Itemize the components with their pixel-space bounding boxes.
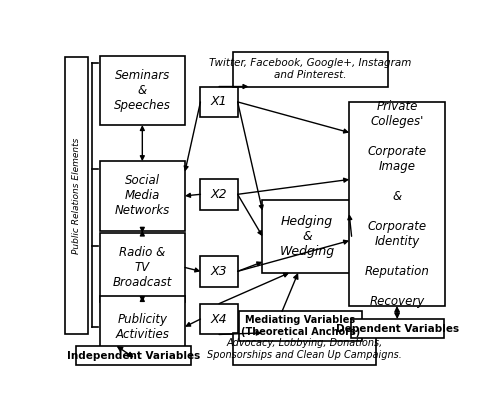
Bar	[200, 86, 237, 117]
Text: Twitter, Facebook, Google+, Instagram
and Pinterest.: Twitter, Facebook, Google+, Instagram an…	[210, 58, 412, 80]
Bar	[100, 296, 185, 358]
Bar	[100, 56, 185, 125]
Text: Radio &
TV
Broadcast: Radio & TV Broadcast	[112, 246, 172, 289]
Bar	[200, 256, 237, 287]
Bar	[200, 304, 237, 335]
Bar	[351, 319, 444, 338]
Text: Dependent Variables: Dependent Variables	[336, 324, 459, 334]
Text: X3: X3	[210, 265, 228, 278]
Bar	[233, 52, 388, 86]
Bar	[100, 161, 185, 230]
Bar	[349, 102, 444, 306]
Text: Public Relations Elements: Public Relations Elements	[72, 138, 81, 254]
Text: Seminars
&
Speeches: Seminars & Speeches	[114, 69, 171, 112]
Bar	[200, 179, 237, 210]
Text: Independent Variables: Independent Variables	[67, 351, 200, 361]
Text: Private
Colleges'

Corporate
Image

&

Corporate
Identity

Reputation

Recovery: Private Colleges' Corporate Image & Corp…	[364, 100, 430, 308]
Text: Publicity
Activities: Publicity Activities	[116, 313, 170, 341]
Text: Social
Media
Networks: Social Media Networks	[114, 174, 170, 217]
Bar	[262, 200, 352, 273]
Text: Mediating Variables
(Theoretical Anchors): Mediating Variables (Theoretical Anchors…	[241, 315, 360, 337]
Bar	[76, 346, 191, 365]
Text: X2: X2	[210, 188, 228, 201]
Bar	[65, 57, 88, 335]
Bar	[239, 311, 362, 341]
Bar	[233, 333, 376, 365]
Text: X1: X1	[210, 95, 228, 109]
Bar	[100, 233, 185, 302]
Text: Advocacy, Lobbying, Donations,
Sponsorships and Clean Up Campaigns.: Advocacy, Lobbying, Donations, Sponsorsh…	[208, 338, 402, 360]
Text: X4: X4	[210, 313, 228, 325]
Text: Hedging
&
Wedging: Hedging & Wedging	[280, 215, 334, 258]
